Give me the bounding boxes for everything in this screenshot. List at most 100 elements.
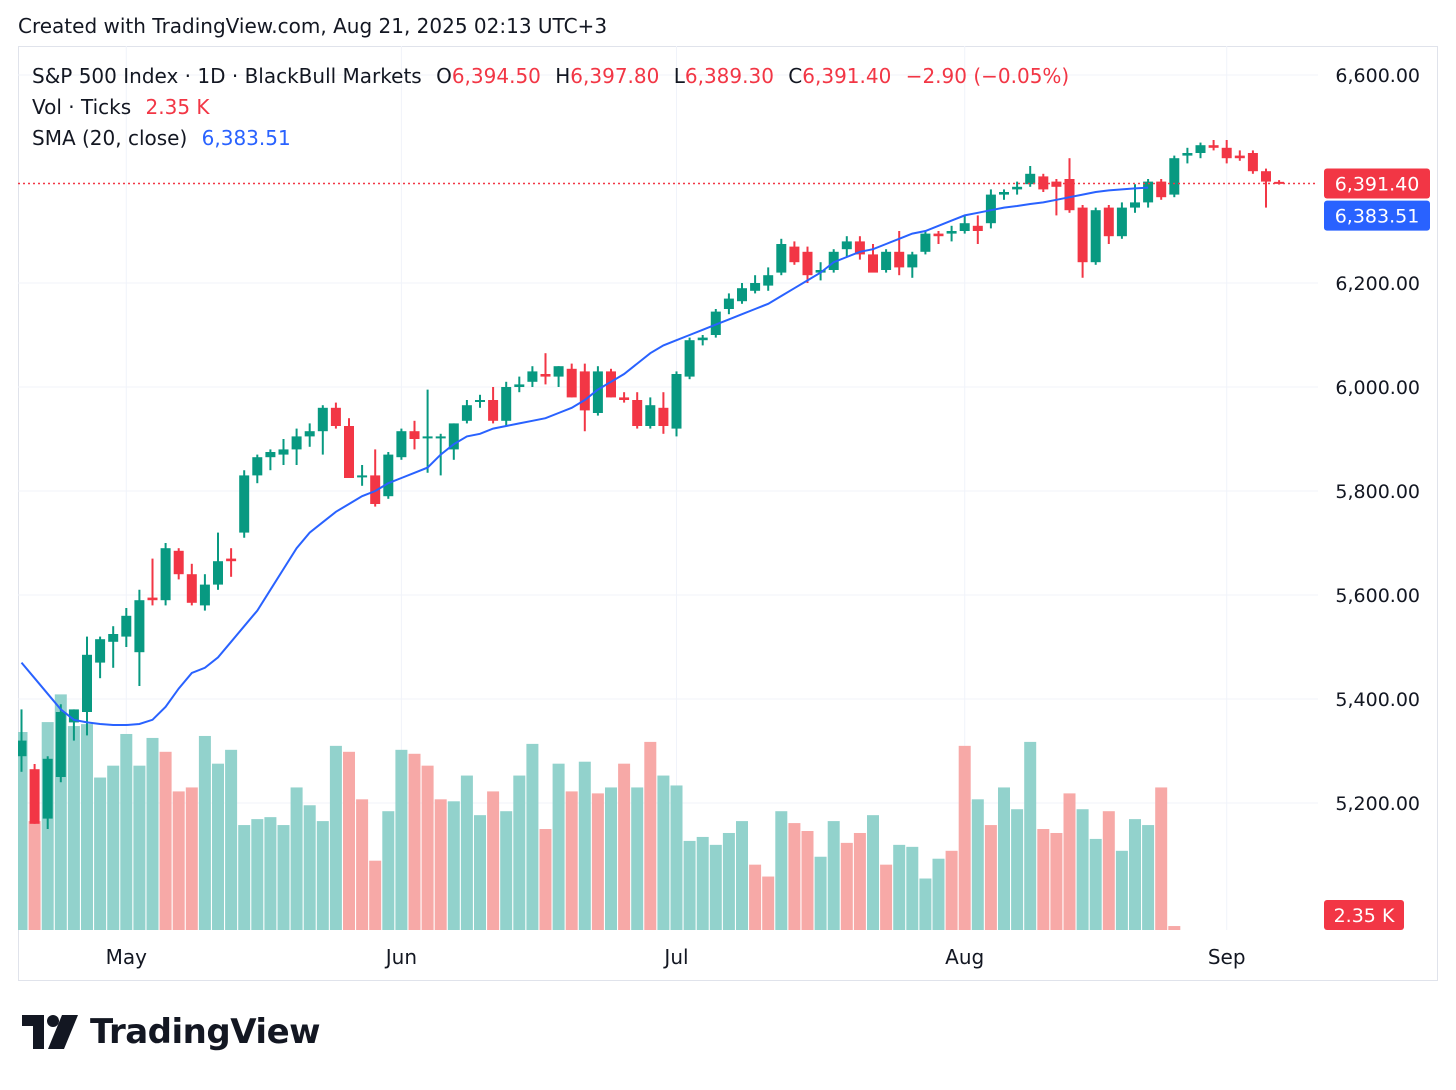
candle-body[interactable] (592, 371, 603, 413)
candle-body[interactable] (540, 374, 551, 377)
volume-bar[interactable] (395, 749, 408, 930)
candle-body[interactable] (1012, 186, 1023, 190)
tradingview-logo[interactable]: TradingView (22, 1012, 321, 1052)
candle-body[interactable] (199, 584, 210, 606)
candle-body[interactable] (370, 475, 381, 504)
candle-body[interactable] (566, 368, 577, 398)
volume-bar[interactable] (1063, 793, 1076, 930)
candle-body[interactable] (868, 254, 878, 273)
volume-bar[interactable] (827, 821, 840, 930)
candle-body[interactable] (55, 712, 66, 777)
volume-bar[interactable] (578, 761, 591, 930)
volume-bar[interactable] (329, 745, 342, 930)
candle-body[interactable] (1247, 153, 1258, 172)
volume-bar[interactable] (1102, 811, 1115, 930)
volume-bar[interactable] (919, 878, 932, 930)
candle-body[interactable] (1064, 179, 1075, 211)
volume-bar[interactable] (801, 831, 814, 930)
volume-bar[interactable] (238, 825, 251, 930)
candle-body[interactable] (815, 270, 826, 273)
volume-bar[interactable] (1037, 829, 1050, 930)
candle-body[interactable] (553, 366, 564, 377)
volume-bar[interactable] (303, 805, 316, 930)
candle-body[interactable] (658, 407, 669, 426)
candle-body[interactable] (1025, 173, 1036, 185)
candle-body[interactable] (514, 384, 525, 387)
candle-body[interactable] (82, 654, 92, 712)
volume-bar[interactable] (382, 811, 395, 930)
volume-bar[interactable] (853, 832, 866, 930)
candle-body[interactable] (933, 233, 944, 237)
candle-body[interactable] (186, 574, 197, 603)
candle-body[interactable] (1169, 158, 1180, 195)
candle-body[interactable] (147, 597, 158, 601)
candle-body[interactable] (881, 251, 892, 270)
volume-bar[interactable] (880, 864, 893, 930)
volume-label[interactable]: Vol · Ticks (32, 95, 132, 119)
candle-body[interactable] (357, 475, 368, 478)
candle-body[interactable] (697, 337, 708, 341)
candle-body[interactable] (108, 634, 119, 642)
candle-body[interactable] (985, 194, 996, 224)
candle-body[interactable] (330, 407, 341, 426)
volume-bar[interactable] (788, 823, 801, 930)
volume-bar[interactable] (631, 787, 644, 930)
volume-bar[interactable] (893, 844, 906, 930)
volume-bar[interactable] (657, 775, 670, 930)
volume-bar[interactable] (971, 799, 984, 930)
candle-body[interactable] (278, 449, 289, 455)
volume-bar[interactable] (133, 765, 146, 930)
volume-bar[interactable] (1076, 809, 1089, 930)
candle-body[interactable] (121, 615, 132, 637)
volume-bar[interactable] (775, 811, 788, 930)
candle-body[interactable] (907, 254, 918, 268)
volume-bar[interactable] (356, 799, 369, 930)
candle-body[interactable] (723, 298, 734, 309)
candle-body[interactable] (854, 241, 865, 255)
volume-bar[interactable] (644, 741, 657, 930)
volume-bar[interactable] (1142, 825, 1155, 930)
volume-bar[interactable] (552, 763, 565, 930)
volume-bar[interactable] (762, 876, 775, 930)
candle-body[interactable] (802, 251, 813, 276)
volume-bar[interactable] (591, 793, 604, 930)
volume-bar[interactable] (984, 825, 997, 930)
candle-body[interactable] (710, 311, 721, 335)
candle-body[interactable] (42, 758, 53, 819)
candle-body[interactable] (422, 436, 433, 439)
candle-body[interactable] (737, 288, 747, 302)
candle-body[interactable] (265, 452, 276, 458)
candle-body[interactable] (1103, 207, 1114, 237)
symbol-label[interactable]: S&P 500 Index · 1D · BlackBull Markets (32, 64, 422, 88)
volume-bar[interactable] (487, 791, 500, 930)
volume-bar[interactable] (264, 817, 277, 930)
candle-body[interactable] (1130, 202, 1140, 208)
candle-body[interactable] (461, 405, 472, 421)
candle-body[interactable] (488, 400, 499, 421)
volume-bar[interactable] (120, 733, 133, 930)
candle-body[interactable] (239, 475, 250, 533)
volume-bar[interactable] (709, 844, 722, 930)
candle-body[interactable] (999, 192, 1009, 195)
volume-bar[interactable] (434, 799, 447, 930)
volume-bar[interactable] (159, 751, 172, 930)
volume-bar[interactable] (198, 735, 211, 930)
volume-bar[interactable] (605, 787, 617, 930)
candle-body[interactable] (17, 740, 27, 757)
candle-body[interactable] (606, 371, 616, 398)
candle-body[interactable] (160, 548, 171, 601)
volume-bar[interactable] (172, 791, 185, 930)
candle-body[interactable] (304, 431, 315, 437)
volume-bar[interactable] (998, 787, 1010, 930)
volume-bar[interactable] (539, 829, 552, 930)
candle-body[interactable] (291, 436, 302, 450)
candle-body[interactable] (1182, 153, 1193, 156)
candle-body[interactable] (763, 275, 774, 286)
volume-bar[interactable] (225, 749, 238, 930)
volume-bar[interactable] (343, 751, 355, 930)
volume-bar[interactable] (369, 860, 382, 930)
candle-body[interactable] (684, 340, 695, 377)
candle-body[interactable] (750, 283, 761, 291)
volume-bar[interactable] (408, 753, 421, 930)
